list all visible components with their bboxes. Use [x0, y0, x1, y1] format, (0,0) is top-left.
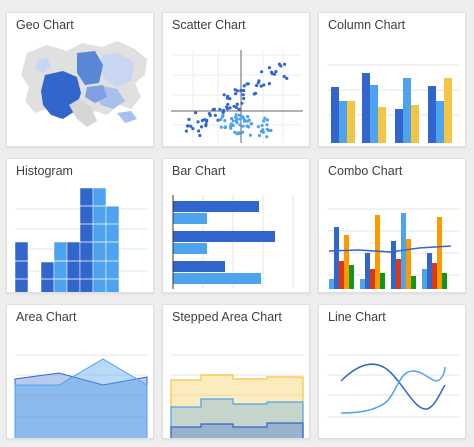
combo-chart-icon: [327, 208, 459, 289]
card-title: Line Chart: [328, 310, 386, 324]
bar-chart-card[interactable]: Bar Chart: [162, 158, 310, 293]
card-title: Scatter Chart: [172, 18, 246, 32]
combo-chart-card[interactable]: Combo Chart: [318, 158, 466, 293]
scatter-chart-card[interactable]: Scatter Chart: [162, 12, 310, 147]
stepped-area-chart-card[interactable]: Stepped Area Chart: [162, 304, 310, 439]
area-chart-card[interactable]: Area Chart: [6, 304, 154, 439]
line-chart-card[interactable]: Line Chart: [318, 304, 466, 439]
geo-chart-card[interactable]: Geo Chart: [6, 12, 154, 147]
card-title: Combo Chart: [328, 164, 403, 178]
card-title: Area Chart: [16, 310, 77, 324]
geo-chart-icon: [21, 41, 147, 127]
card-title: Bar Chart: [172, 164, 226, 178]
area-chart-icon: [14, 354, 148, 438]
column-chart-card[interactable]: Column Chart: [318, 12, 466, 147]
bar-chart-icon: [172, 195, 294, 289]
stepped-area-chart-icon: [170, 354, 304, 438]
card-title: Histogram: [16, 164, 73, 178]
histogram-card[interactable]: Histogram: [6, 158, 154, 293]
scatter-chart-icon: [171, 50, 303, 143]
card-title: Geo Chart: [16, 18, 74, 32]
card-title: Column Chart: [328, 18, 406, 32]
line-chart-icon: [327, 354, 459, 418]
card-title: Stepped Area Chart: [172, 310, 282, 324]
column-chart-icon: [327, 64, 459, 143]
histogram-icon: [14, 187, 147, 292]
